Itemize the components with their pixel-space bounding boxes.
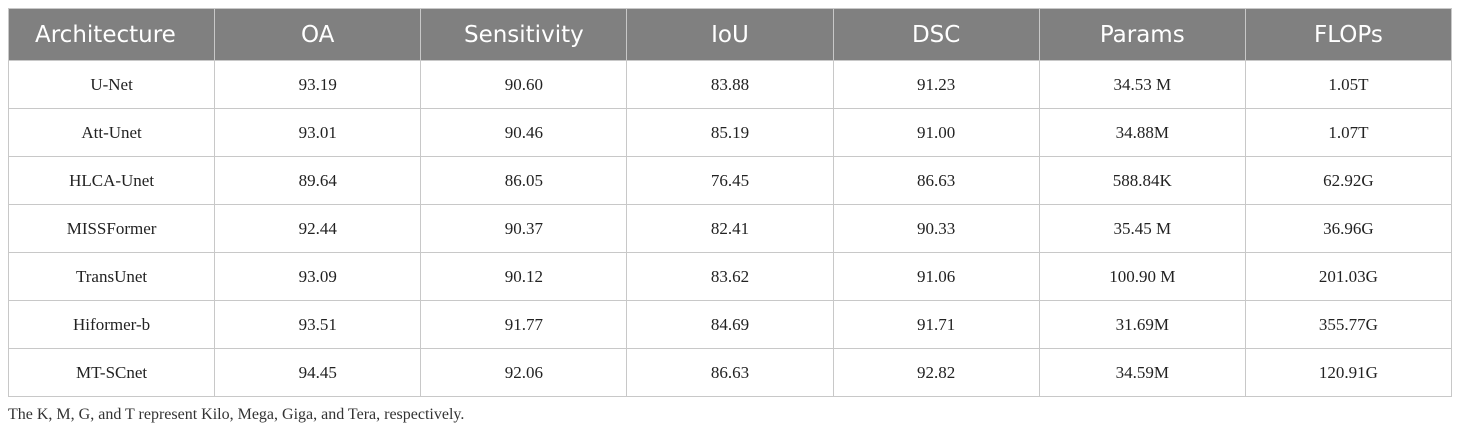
column-header: DSC <box>832 8 1040 61</box>
header-row: Architecture OA Sensitivity IoU DSC Params FLO… <box>7 8 1453 61</box>
table-cell: 83.62 <box>626 252 834 301</box>
table-cell: 86.05 <box>420 156 628 205</box>
table-cell: 201.03G <box>1244 252 1453 301</box>
table-cell: 91.23 <box>832 60 1040 109</box>
table-cell: 91.71 <box>832 300 1040 349</box>
table-cell: 86.63 <box>626 348 834 397</box>
table-cell: 85.19 <box>626 108 834 157</box>
table-cell: 92.06 <box>420 348 628 397</box>
table-cell: 89.64 <box>214 156 422 205</box>
table-cell: 34.53 M <box>1038 60 1246 109</box>
table-row: HLCA-Unet 89.64 86.05 76.45 86.63 588.84K 62.9… <box>7 156 1453 205</box>
table-cell: 90.33 <box>832 204 1040 253</box>
table-cell: Att-Unet <box>7 108 216 157</box>
table-cell: 90.12 <box>420 252 628 301</box>
table-cell: 1.07T <box>1244 108 1453 157</box>
table-body: U-Net 93.19 90.60 83.88 91.23 34.53 M 1.05T Att… <box>7 60 1453 397</box>
table-cell: 84.69 <box>626 300 834 349</box>
table-row: TransUnet 93.09 90.12 83.62 91.06 100.90 M 201… <box>7 252 1453 301</box>
table-row: MT-SCnet 94.45 92.06 86.63 92.82 34.59M 120.91… <box>7 348 1453 397</box>
table-cell: 91.06 <box>832 252 1040 301</box>
table-cell: 93.01 <box>214 108 422 157</box>
table-cell: 1.05T <box>1244 60 1453 109</box>
column-header: OA <box>214 8 422 61</box>
table-cell: 34.59M <box>1038 348 1246 397</box>
table-cell: 91.00 <box>832 108 1040 157</box>
footnote: The K, M, G, and T represent Kilo, Mega,… <box>8 406 465 423</box>
table-cell: U-Net <box>7 60 216 109</box>
table-cell: 588.84K <box>1038 156 1246 205</box>
table-cell: 86.63 <box>832 156 1040 205</box>
column-header: IoU <box>626 8 834 61</box>
table-cell: Hiformer-b <box>7 300 216 349</box>
table-row: Att-Unet 93.01 90.46 85.19 91.00 34.88M 1.07T <box>7 108 1453 157</box>
table-cell: 83.88 <box>626 60 834 109</box>
table-cell: 90.46 <box>420 108 628 157</box>
table-cell: 94.45 <box>214 348 422 397</box>
column-header: FLOPs <box>1244 8 1453 61</box>
table-row: U-Net 93.19 90.60 83.88 91.23 34.53 M 1.05T <box>7 60 1453 109</box>
column-header: Sensitivity <box>420 8 628 61</box>
results-table: Architecture OA Sensitivity IoU DSC Params FLO… <box>7 8 1453 397</box>
column-header: Architecture <box>7 8 216 61</box>
table-cell: 82.41 <box>626 204 834 253</box>
table-cell: 355.77G <box>1244 300 1453 349</box>
table-cell: MISSFormer <box>7 204 216 253</box>
table-cell: 76.45 <box>626 156 834 205</box>
table-cell: 93.09 <box>214 252 422 301</box>
table-cell: 93.51 <box>214 300 422 349</box>
table-cell: HLCA-Unet <box>7 156 216 205</box>
table-cell: 93.19 <box>214 60 422 109</box>
table-cell: 34.88M <box>1038 108 1246 157</box>
table-cell: TransUnet <box>7 252 216 301</box>
table-cell: MT-SCnet <box>7 348 216 397</box>
table-cell: 36.96G <box>1244 204 1453 253</box>
table-cell: 92.82 <box>832 348 1040 397</box>
table-cell: 120.91G <box>1244 348 1453 397</box>
table-cell: 35.45 M <box>1038 204 1246 253</box>
table-cell: 90.37 <box>420 204 628 253</box>
table-cell: 90.60 <box>420 60 628 109</box>
table-cell: 31.69M <box>1038 300 1246 349</box>
table-cell: 91.77 <box>420 300 628 349</box>
table-row: MISSFormer 92.44 90.37 82.41 90.33 35.45 M 36.… <box>7 204 1453 253</box>
table-cell: 62.92G <box>1244 156 1453 205</box>
table-cell: 100.90 M <box>1038 252 1246 301</box>
table-cell: 92.44 <box>214 204 422 253</box>
table-row: Hiformer-b 93.51 91.77 84.69 91.71 31.69M 355.… <box>7 300 1453 349</box>
column-header: Params <box>1038 8 1246 61</box>
